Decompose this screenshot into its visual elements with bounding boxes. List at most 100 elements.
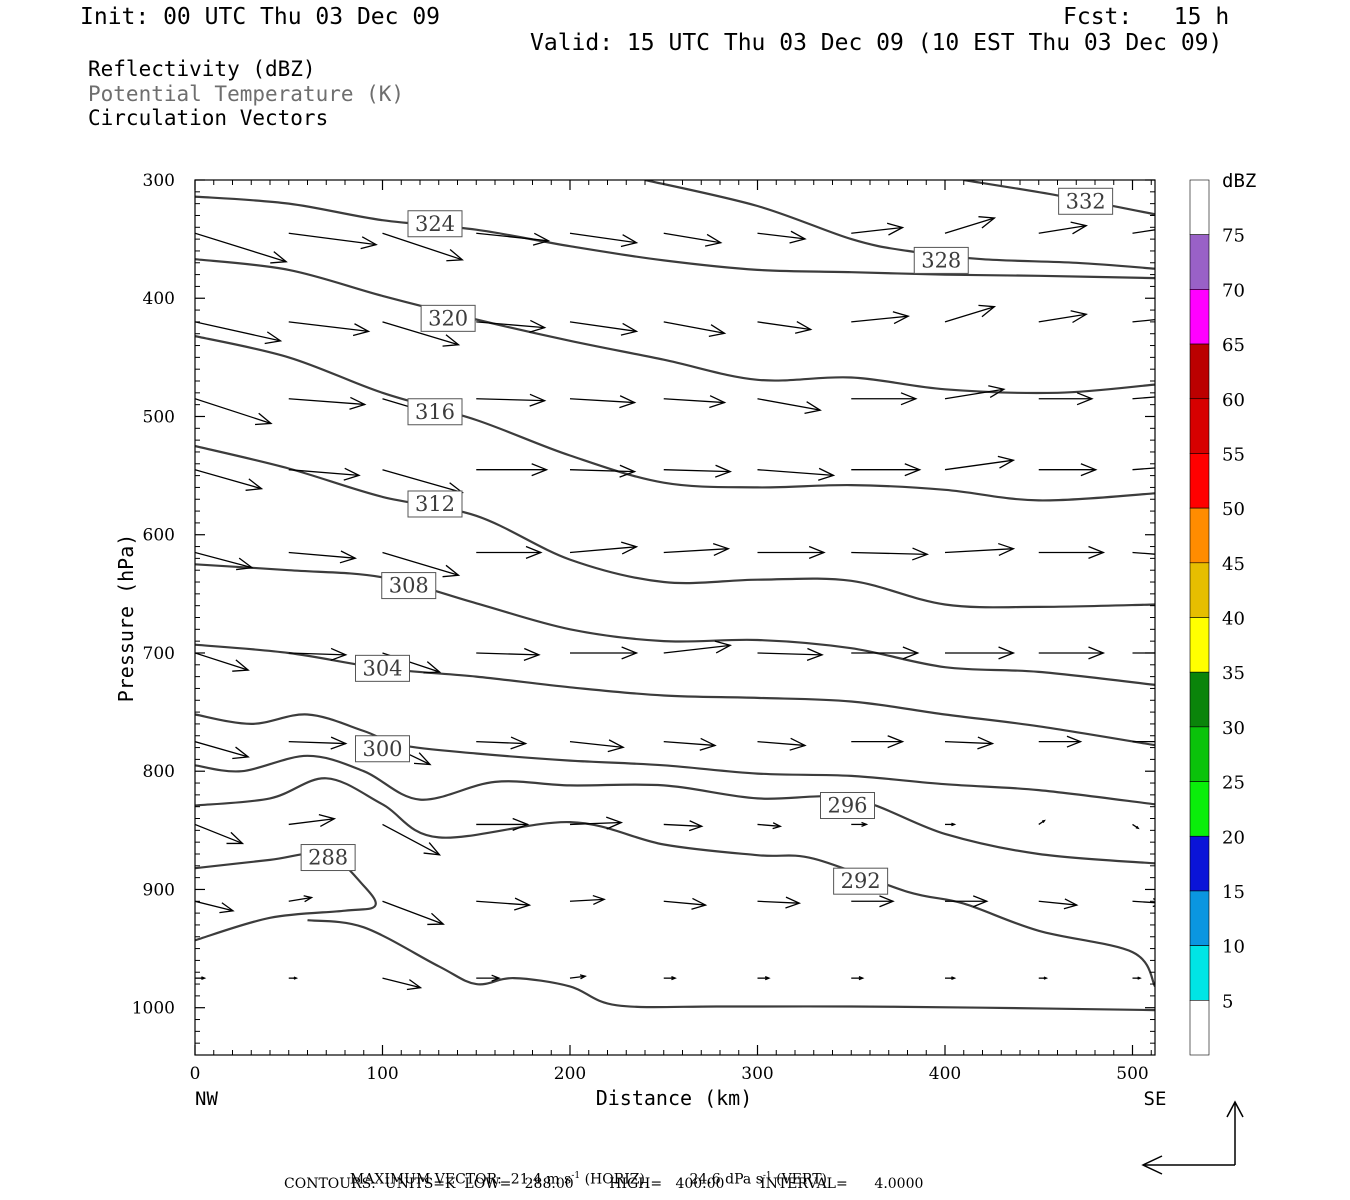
circulation-vector — [569, 541, 639, 555]
y-tick-label: 700 — [143, 644, 175, 664]
circulation-vector — [476, 393, 547, 407]
colorbar-level-label: 70 — [1222, 280, 1245, 301]
circulation-vector — [945, 895, 989, 908]
theta-contour-316 — [195, 335, 1155, 502]
circulation-vector — [1038, 976, 1049, 980]
theta-contour-332 — [963, 180, 1155, 216]
y-tick-label: 800 — [143, 762, 175, 782]
circulation-vector — [195, 900, 235, 914]
circulation-vector — [1132, 229, 1155, 234]
circulation-vector — [944, 304, 997, 323]
circulation-vector — [288, 895, 314, 903]
circulation-vector — [476, 817, 530, 831]
colorbar-segment — [1189, 835, 1210, 892]
circulation-vector — [1038, 898, 1079, 910]
circulation-vector — [757, 822, 783, 830]
colorbar-level-label: 50 — [1222, 499, 1245, 520]
circulation-vector — [195, 741, 250, 760]
circulation-vector — [757, 647, 824, 661]
colorbar-segment — [1189, 179, 1210, 235]
colorbar-unit: dBZ — [1222, 170, 1256, 192]
circulation-vector — [1132, 898, 1155, 908]
circulation-vector — [476, 974, 501, 982]
reference-vector-icon — [1141, 1100, 1244, 1175]
circulation-vector — [851, 222, 905, 236]
circulation-vector — [382, 469, 464, 495]
circulation-vector — [851, 895, 895, 908]
colorbar-level-label: 65 — [1222, 335, 1245, 356]
circulation-vector — [382, 232, 464, 262]
y-axis-title: Pressure (hPa) — [114, 534, 138, 703]
circulation-vector — [1132, 396, 1155, 400]
circulation-vector — [382, 321, 461, 347]
colorbar-segment — [1189, 453, 1210, 509]
circulation-vector — [944, 385, 1006, 400]
colorbar-level-label: 20 — [1222, 827, 1245, 848]
circulation-vector — [757, 976, 771, 981]
colorbar-level-label: 10 — [1222, 937, 1245, 958]
contour-label-text: 296 — [827, 794, 867, 818]
max-vector-horiz-unit: (HORIZ) — [584, 1171, 645, 1188]
max-vector-vert-unit: (VERT) — [776, 1171, 827, 1188]
circulation-vector — [1038, 646, 1106, 660]
circulation-vector — [569, 974, 587, 980]
max-vector-line: MAXIMUM VECTOR: 21.4 m s-1 (HORIZ) 24.6 … — [341, 1158, 827, 1187]
colorbar-level-label: 35 — [1222, 663, 1245, 684]
contour-label-296: 296 — [820, 792, 875, 820]
theta-contour-unlabeled-12 — [307, 919, 1155, 1012]
contour-label-text: 332 — [1066, 189, 1106, 213]
colorbar-segment — [1189, 726, 1210, 782]
theta-contour-324 — [195, 195, 1155, 280]
circulation-vector — [1038, 819, 1046, 825]
field-reflectivity: Reflectivity (dBZ) — [88, 57, 316, 81]
circulation-vector — [757, 737, 807, 751]
circulation-vector — [195, 823, 245, 845]
circulation-vector — [195, 976, 207, 980]
circulation-vector — [1132, 318, 1155, 323]
circulation-vector — [1038, 310, 1088, 324]
colorbar-segment — [1189, 671, 1210, 728]
x-axis-title: Distance (km) — [596, 1086, 753, 1110]
circulation-vector — [663, 897, 708, 910]
x-end-label-nw: NW — [195, 1088, 218, 1110]
circulation-vector — [569, 739, 625, 753]
contour-label-text: 320 — [428, 306, 468, 330]
theta-contour-300 — [195, 713, 1155, 806]
circulation-vector — [663, 976, 677, 981]
contour-label-312: 312 — [407, 490, 463, 518]
x-tick-label: 200 — [554, 1064, 586, 1084]
circulation-vector — [569, 816, 624, 830]
circulation-vector — [663, 464, 733, 478]
circulation-vector — [382, 823, 442, 856]
colorbar-segment — [1189, 343, 1210, 400]
contour-label-288: 288 — [300, 844, 356, 872]
contour-label-text: 324 — [415, 212, 455, 236]
colorbar-level-label: 45 — [1222, 554, 1245, 575]
theta-contour-320 — [195, 258, 1155, 395]
contour-label-300: 300 — [355, 735, 410, 763]
circulation-vectors — [195, 216, 1155, 991]
colorbar-level-label: 30 — [1222, 718, 1245, 739]
circulation-vector — [382, 551, 461, 578]
contour-label-text: 312 — [415, 492, 455, 516]
theta-contours — [195, 180, 1155, 1012]
circulation-vector — [944, 216, 997, 234]
colorbar-segment — [1189, 890, 1210, 946]
colorbar-level-label: 75 — [1222, 226, 1245, 247]
axis-ticks — [194, 179, 1155, 1055]
circulation-vector — [1038, 221, 1088, 235]
circulation-vector — [195, 321, 283, 345]
circulation-vector — [1038, 392, 1094, 406]
init-time: Init: 00 UTC Thu 03 Dec 09 — [80, 4, 441, 30]
circulation-vector — [663, 640, 732, 654]
field-circulation-vectors: Circulation Vectors — [88, 106, 329, 130]
contour-label-text: 292 — [841, 869, 881, 893]
contour-label-304: 304 — [355, 654, 410, 682]
max-vector-vert-exp: -1 — [762, 1171, 772, 1181]
circulation-vector — [757, 467, 836, 481]
circulation-vector — [570, 646, 639, 660]
circulation-vector — [851, 463, 922, 477]
contour-label-316: 316 — [407, 398, 463, 426]
colorbar-segment — [1189, 1000, 1210, 1056]
max-vector-vert: 24.6 dPa s — [689, 1171, 763, 1188]
